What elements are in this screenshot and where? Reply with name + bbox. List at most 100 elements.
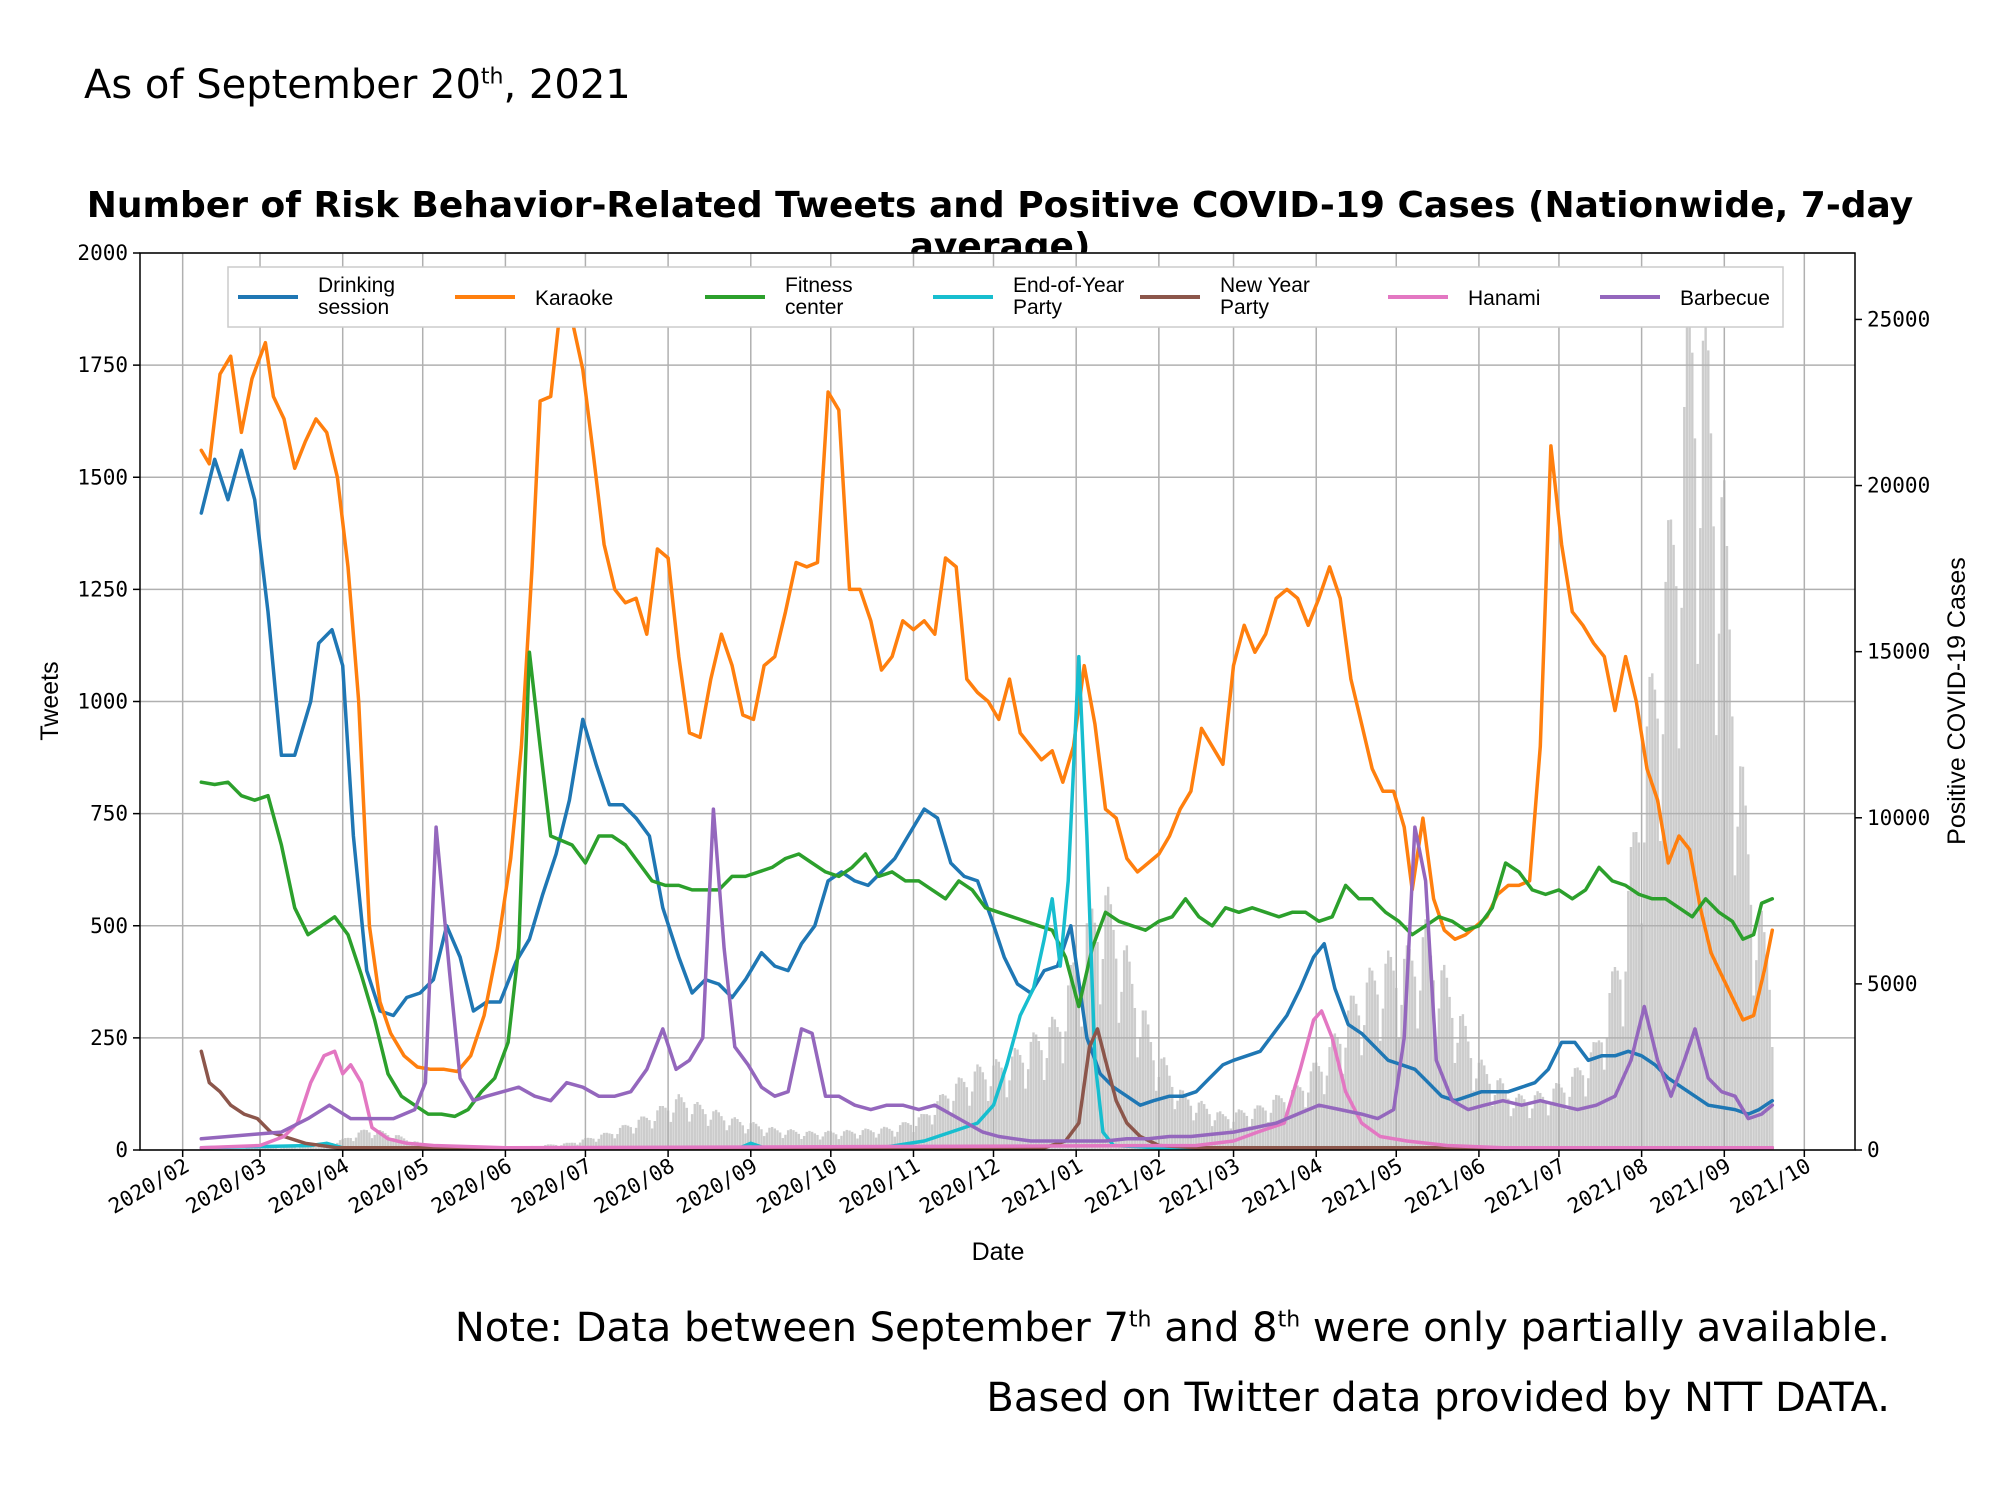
x-tick-label: 2021/10 bbox=[1726, 1154, 1815, 1219]
case-bar bbox=[826, 1130, 830, 1150]
case-bar bbox=[842, 1131, 846, 1150]
case-bar bbox=[1453, 1062, 1457, 1150]
case-bar bbox=[298, 1147, 302, 1150]
case-bar bbox=[1355, 1003, 1358, 1150]
case-bar bbox=[789, 1129, 792, 1150]
case-bar bbox=[1296, 1085, 1299, 1150]
case-bar bbox=[637, 1119, 640, 1150]
case-bar bbox=[1685, 323, 1689, 1151]
case-bar bbox=[1317, 1066, 1321, 1150]
case-bar bbox=[1413, 976, 1417, 1150]
case-bar bbox=[1763, 932, 1766, 1150]
case-bar bbox=[1539, 1092, 1542, 1150]
y-tick-label: 500 bbox=[90, 914, 128, 938]
y2-tick-label: 25000 bbox=[1867, 307, 1930, 331]
legend-label-barbecue: Barbecue bbox=[1680, 287, 1770, 310]
case-bar bbox=[968, 1105, 971, 1150]
legend-label-end-of-year-party: End-of-Year Party bbox=[1013, 274, 1124, 319]
case-bar bbox=[1195, 1112, 1198, 1150]
case-bar bbox=[1525, 1103, 1529, 1150]
case-bar bbox=[296, 1148, 299, 1150]
as-of-date-text: As of September 20 bbox=[84, 62, 481, 108]
case-bar bbox=[978, 1066, 982, 1150]
case-bar bbox=[1443, 964, 1446, 1150]
case-bar bbox=[1146, 1024, 1150, 1150]
case-bar bbox=[1547, 1115, 1550, 1150]
note-sup-1: th bbox=[1128, 1307, 1152, 1333]
case-bar bbox=[1184, 1094, 1187, 1150]
series-line-barbecue bbox=[199, 807, 1775, 1143]
case-bar bbox=[1712, 526, 1715, 1150]
case-bar bbox=[1533, 1095, 1537, 1150]
case-bar bbox=[1749, 904, 1753, 1150]
case-bar bbox=[872, 1132, 875, 1150]
case-bar bbox=[1432, 980, 1435, 1150]
case-bar bbox=[1005, 1097, 1009, 1150]
case-bar bbox=[690, 1114, 694, 1150]
case-bar bbox=[360, 1130, 363, 1150]
case-bar bbox=[1608, 993, 1611, 1150]
case-bar bbox=[1037, 1041, 1041, 1150]
case-bar bbox=[1731, 716, 1734, 1150]
case-bar bbox=[706, 1125, 710, 1150]
case-bar bbox=[952, 1100, 955, 1150]
case-bar bbox=[1747, 854, 1750, 1150]
y-tick-label: 1000 bbox=[77, 690, 128, 714]
case-bar bbox=[1600, 1042, 1603, 1150]
case-bar bbox=[909, 1124, 913, 1150]
x-axis-label: Date bbox=[972, 1238, 1025, 1266]
series-lines bbox=[199, 296, 1775, 1150]
case-bar bbox=[1621, 1026, 1625, 1150]
case-bar bbox=[701, 1109, 704, 1150]
case-bar bbox=[1171, 1086, 1174, 1150]
case-bar bbox=[1584, 1096, 1587, 1150]
x-tick-label: 2020/03 bbox=[182, 1154, 271, 1219]
case-bar bbox=[1405, 945, 1409, 1150]
y-tick-label: 1250 bbox=[77, 577, 128, 601]
case-bar bbox=[1154, 1090, 1158, 1150]
case-bar bbox=[1635, 832, 1638, 1150]
x-tick-label: 2020/09 bbox=[673, 1154, 762, 1219]
case-bar bbox=[840, 1135, 843, 1150]
case-bar bbox=[1504, 1090, 1507, 1150]
case-bar bbox=[1181, 1090, 1185, 1150]
case-bar bbox=[720, 1116, 723, 1150]
case-bar bbox=[581, 1139, 584, 1150]
case-bar bbox=[626, 1125, 630, 1150]
case-bar bbox=[381, 1131, 384, 1150]
case-bar bbox=[874, 1137, 878, 1150]
case-bar bbox=[762, 1136, 766, 1150]
case-bar bbox=[845, 1129, 849, 1150]
case-bar bbox=[634, 1127, 638, 1150]
case-bar bbox=[1595, 1042, 1598, 1150]
series-line-drinking-session bbox=[199, 448, 1775, 1116]
y-axis-left: 0 250 500 750 1000 1250 1500 1750 2000 bbox=[77, 241, 140, 1162]
case-bar bbox=[1483, 1065, 1486, 1150]
case-bar bbox=[981, 1072, 985, 1150]
case-bar bbox=[1560, 1087, 1563, 1150]
case-bar bbox=[669, 1121, 672, 1150]
case-bar bbox=[586, 1137, 590, 1150]
case-bar bbox=[1581, 1075, 1585, 1150]
case-bar bbox=[933, 1114, 937, 1150]
case-bar bbox=[1528, 1118, 1531, 1150]
x-tick-label: 2021/08 bbox=[1563, 1154, 1652, 1219]
case-bar bbox=[1720, 497, 1723, 1150]
case-bar bbox=[946, 1098, 950, 1150]
case-bar bbox=[1056, 1027, 1059, 1150]
case-bar bbox=[920, 1113, 923, 1150]
case-bar bbox=[1699, 528, 1702, 1150]
case-bar bbox=[1437, 1008, 1441, 1150]
case-bar bbox=[1701, 340, 1705, 1150]
case-bar bbox=[365, 1130, 368, 1150]
case-bar bbox=[288, 1147, 291, 1150]
case-bar bbox=[698, 1104, 702, 1150]
case-bar bbox=[1114, 958, 1118, 1150]
case-bar bbox=[621, 1125, 624, 1150]
case-bar bbox=[877, 1133, 881, 1150]
as-of-date-year: , 2021 bbox=[503, 62, 631, 108]
case-bar bbox=[994, 1059, 998, 1150]
case-bar bbox=[394, 1135, 398, 1150]
case-bar bbox=[1397, 1037, 1401, 1150]
case-bar bbox=[304, 1146, 307, 1150]
